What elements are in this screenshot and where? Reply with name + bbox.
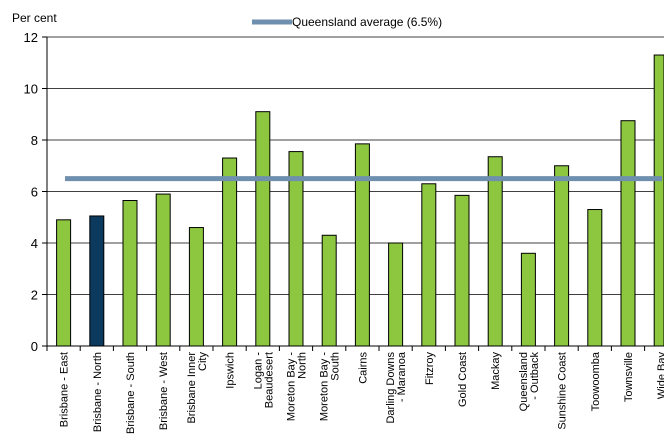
x-category-label: Moreton Bay -North [286,352,309,421]
x-category-label-line: Queensland [518,352,530,411]
bar [321,234,337,347]
x-category-label-line: Logan - [252,352,264,390]
x-category-label-line: Brisbane - West [158,352,170,430]
x-category-label: Ipswich [225,352,237,389]
bar [620,120,636,347]
x-category-label: Wide Bay [656,352,664,400]
x-category-label: Gold Coast [457,352,469,407]
bar [487,156,503,347]
y-axis-label: Per cent [12,11,57,25]
bar [255,111,271,347]
bar [56,219,72,347]
x-category-label-line: Darling Downs [385,352,397,424]
bar [587,209,603,347]
x-category-label: Cairns [357,352,369,384]
y-tick-label: 8 [31,133,38,148]
x-category-label: Brisbane InnerCity [186,352,209,424]
x-category-label-line: Moreton Bay - [286,352,298,421]
x-category-label-line: Sunshine Coast [557,352,569,430]
bar [520,252,536,347]
bar [89,215,105,347]
x-category-label-line: Brisbane - North [92,352,104,432]
bar [354,143,370,347]
x-category-label: Moreton Bay -South [319,352,342,421]
bar [454,194,470,347]
x-category-label: Queensland- Outback [518,352,541,412]
x-category-label-line: Brisbane - South [125,352,137,434]
x-category-label: Townsville [623,352,635,402]
bars [56,54,664,347]
x-category-label-line: - Maranoa [396,351,408,402]
bar [155,193,171,347]
x-category-label-line: Ipswich [225,352,237,389]
x-category-label: Brisbane - West [158,352,170,430]
x-category-label: Fitzroy [424,352,436,386]
x-category-label-line: - Outback [529,352,541,400]
axes: 0 2 4 6 8 10 12 Brisbane - East Brisbane - North… [24,30,664,434]
legend: Queensland average (6.5%) [252,15,442,29]
x-category-label-line: Toowoomba [590,351,602,411]
x-category-label-line: Brisbane Inner [186,352,198,424]
bar [421,183,437,347]
y-tick-label: 4 [31,236,38,251]
x-category-label-line: Fitzroy [424,352,436,386]
x-category-label: Darling Downs- Maranoa [385,351,408,423]
x-category-label-line: Mackay [490,352,502,390]
bar [554,165,570,347]
y-tick-label: 6 [31,185,38,200]
x-category-label: Brisbane - South [125,352,137,434]
x-category-label: Logan -Beaudesert [252,352,275,409]
bar [122,200,138,347]
y-tick-label: 0 [31,339,38,354]
x-category-label: Brisbane - East [59,352,71,427]
x-category-label-line: Moreton Bay - [319,352,331,421]
bar [653,54,664,347]
x-category-label-line: Townsville [623,352,635,402]
x-category-label-line: Gold Coast [457,352,469,407]
x-category-label: Mackay [490,352,502,390]
x-category-label-line: Beaudesert [263,352,275,408]
x-category-label-line: North [297,352,309,379]
y-tick-label: 10 [24,82,38,97]
x-category-label: Toowoomba [590,351,602,411]
y-tick-label: 12 [24,30,38,45]
bar [188,227,204,347]
x-category-label-line: City [197,352,209,371]
x-category-label: Sunshine Coast [557,352,569,430]
legend-label: Queensland average (6.5%) [292,15,442,29]
x-category-label-line: South [330,352,342,381]
bar [388,242,404,347]
x-category-label-line: Wide Bay [656,352,664,400]
y-tick-label: 2 [31,288,38,303]
x-category-label: Brisbane - North [92,352,104,432]
bar [222,157,238,347]
x-category-label-line: Brisbane - East [59,352,71,427]
x-category-label-line: Cairns [357,352,369,384]
